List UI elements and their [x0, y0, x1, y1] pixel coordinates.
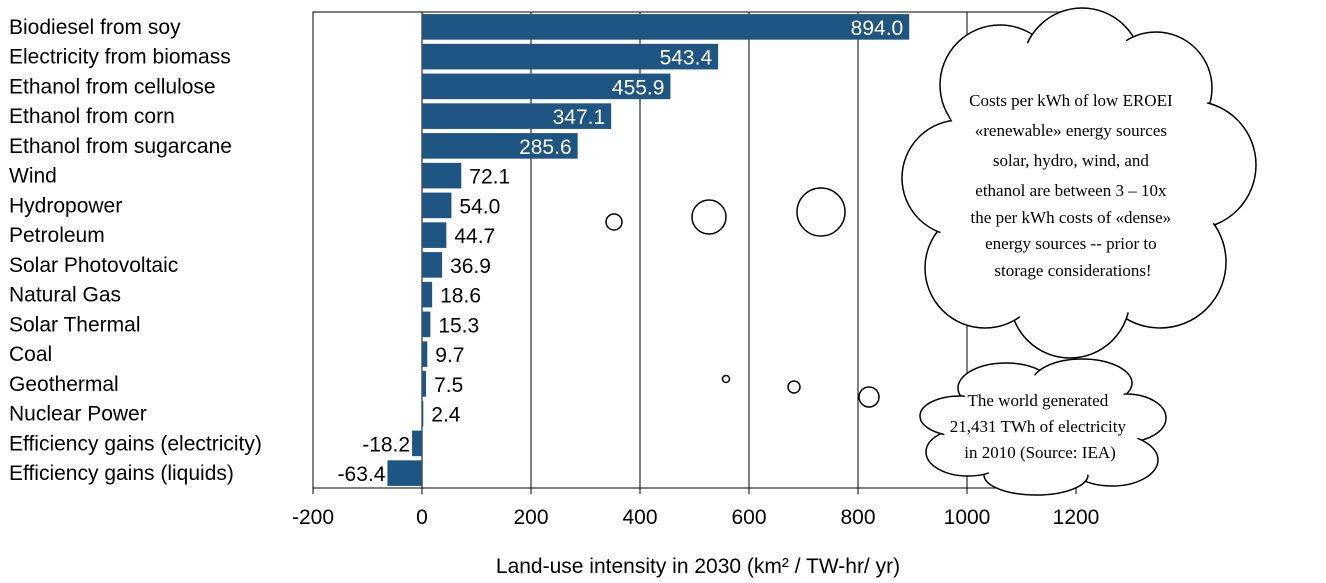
- value-label: 9.7: [435, 344, 464, 367]
- bar: [422, 400, 424, 427]
- thought-cloud-costs: Costs per kWh of low EROEI «renewable» e…: [605, 7, 1257, 359]
- value-label: 894.0: [851, 17, 904, 40]
- category-label: Hydropower: [9, 194, 122, 217]
- category-label: Solar Photovoltaic: [9, 254, 178, 277]
- category-label: Coal: [9, 343, 52, 366]
- category-label: Ethanol from corn: [9, 105, 175, 128]
- cloud-bubble: [796, 187, 846, 237]
- cloud-fill: [1034, 368, 1126, 408]
- thought-cloud-iea: The world generated 21,431 TWh of electr…: [721, 358, 1167, 496]
- bar: [422, 192, 452, 219]
- cloud-bubble: [721, 374, 731, 384]
- x-tick-labels: -200 0 200 400 600 800 1000 1200: [292, 506, 1099, 529]
- value-label: 15.3: [438, 314, 479, 337]
- bar: [422, 371, 427, 397]
- value-label: -63.4: [338, 463, 386, 486]
- bar: [422, 281, 433, 308]
- bar: [422, 252, 443, 278]
- x-tick-label: 600: [731, 506, 766, 529]
- bar: [422, 341, 428, 367]
- value-label: 44.7: [454, 225, 495, 248]
- cloud-fill: [932, 430, 1008, 470]
- category-label: Petroleum: [9, 224, 105, 247]
- x-tick-label: 0: [416, 506, 428, 529]
- cloud-text-1: Costs per kWh of low EROEI «renewable» e…: [969, 91, 1177, 280]
- category-label: Geothermal: [9, 373, 119, 396]
- x-tick-label: -200: [292, 506, 334, 529]
- cloud-bubble: [787, 380, 801, 394]
- value-label: 72.1: [469, 166, 510, 189]
- cloud-bubble: [858, 386, 880, 408]
- cloud-bubble: [605, 213, 623, 231]
- x-tick-label: 800: [840, 506, 875, 529]
- bar: [422, 103, 612, 129]
- category-labels: Biodiesel from soy Electricity from bioma…: [9, 16, 262, 485]
- cloud-fill: [964, 371, 1052, 413]
- value-label: 36.9: [450, 255, 491, 278]
- value-label: -18.2: [362, 433, 410, 456]
- x-tick-label: 1200: [1053, 506, 1100, 529]
- bar: [422, 162, 462, 189]
- category-label: Nuclear Power: [9, 403, 147, 426]
- category-label: Electricity from biomass: [9, 46, 231, 69]
- x-tick-label: 1000: [944, 506, 991, 529]
- value-label: 7.5: [434, 374, 463, 397]
- value-label: 455.9: [612, 76, 665, 99]
- value-label: 2.4: [431, 404, 461, 427]
- cloud-fill: [910, 124, 1018, 232]
- cloud-fill: [988, 454, 1084, 486]
- category-label: Wind: [9, 165, 57, 188]
- category-label: Ethanol from sugarcane: [9, 135, 232, 158]
- value-label: 54.0: [459, 195, 500, 218]
- bar: [387, 460, 422, 486]
- x-tick-label: 400: [622, 506, 657, 529]
- category-label: Biodiesel from soy: [9, 16, 181, 39]
- category-label: Efficiency gains (electricity): [9, 432, 262, 455]
- cloud-fill: [927, 402, 999, 434]
- bar: [412, 430, 422, 457]
- bar: [422, 73, 671, 100]
- category-label: Ethanol from cellulose: [9, 75, 216, 98]
- x-axis-label: Land-use intensity in 2030 (km² / TW-hr/…: [496, 555, 900, 578]
- category-label: Natural Gas: [9, 284, 121, 307]
- value-labels: 894.0 543.4 455.9 347.1 285.6 72.1 54.0 44.7 36.…: [338, 17, 904, 486]
- value-label: 285.6: [519, 136, 572, 159]
- bar: [422, 311, 431, 338]
- category-label: Efficiency gains (liquids): [9, 462, 234, 485]
- bar: [422, 43, 719, 70]
- cloud-fill: [1086, 400, 1158, 440]
- cloud-fill: [1068, 434, 1152, 478]
- bar: [422, 222, 447, 248]
- value-label: 18.6: [440, 285, 481, 308]
- x-tick-label: 200: [513, 506, 548, 529]
- cloud-bubble: [691, 199, 727, 235]
- value-label: 543.4: [660, 47, 713, 70]
- cloud-fill: [932, 206, 1044, 318]
- bars-group: [387, 14, 910, 486]
- cloud-text-2: The world generated 21,431 TWh of electr…: [950, 391, 1131, 462]
- cloud-fill: [1096, 196, 1220, 320]
- category-label: Solar Thermal: [9, 313, 141, 336]
- bar: [422, 133, 578, 159]
- bar: [422, 14, 910, 40]
- value-label: 347.1: [553, 106, 606, 129]
